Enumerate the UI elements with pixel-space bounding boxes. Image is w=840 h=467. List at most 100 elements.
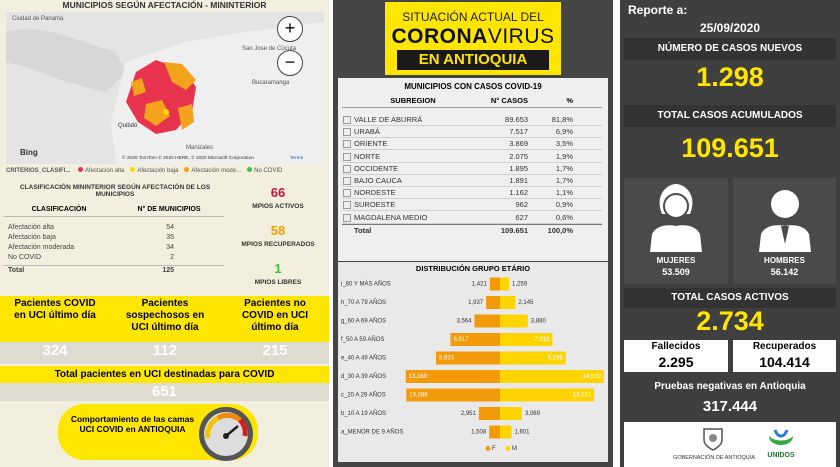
value-label: 3,880 bbox=[531, 319, 547, 325]
banner-line2: CORONAVIRUS bbox=[385, 25, 561, 49]
gauge-arc bbox=[216, 412, 242, 423]
expand-toggle[interactable] bbox=[343, 201, 351, 210]
subregion-title: MUNICIPIOS CON CASOS COVID-19 bbox=[404, 82, 542, 91]
map-legend: CRITERIOS_CLASIFI... Afectación alta Afec… bbox=[6, 167, 326, 177]
legend-title: CRITERIOS_CLASIFI... bbox=[6, 168, 71, 174]
y-tick-label: e_40 A 49 AÑOS bbox=[341, 355, 386, 362]
banner-line1: SITUACIÓN ACTUAL DEL bbox=[402, 10, 544, 24]
value-label: 1,508 bbox=[471, 430, 487, 436]
row-rule bbox=[342, 198, 602, 200]
uci-label: Pacientes no COVID en UCI último día bbox=[241, 298, 309, 333]
row-rule bbox=[342, 210, 602, 212]
recovered-card bbox=[733, 340, 836, 372]
legend-text: No COVID bbox=[254, 168, 283, 174]
bar bbox=[500, 407, 522, 420]
shield-emblem bbox=[709, 434, 717, 442]
legend-item[interactable]: Afectación alta bbox=[78, 167, 125, 174]
subregion-pct: 6,9% bbox=[555, 127, 573, 137]
uci-label: Pacientes sospechosos en UCI último día bbox=[125, 298, 205, 333]
legend-text: Afectación alta bbox=[85, 168, 125, 174]
zoom-in[interactable]: + bbox=[277, 16, 303, 42]
footer-logos bbox=[624, 422, 836, 467]
bar bbox=[436, 351, 500, 365]
subregion-name: BAJO CAUCA bbox=[354, 176, 402, 185]
value-label: 6,917 bbox=[453, 337, 469, 343]
legend-item[interactable]: No COVID bbox=[247, 167, 283, 174]
unidos-logo bbox=[769, 429, 793, 445]
class-name: No COVID bbox=[8, 254, 42, 261]
gov-shield bbox=[703, 428, 723, 451]
gauge-arc bbox=[238, 418, 248, 437]
row-rule bbox=[342, 125, 602, 126]
recovered-label: Recuperados bbox=[752, 341, 817, 352]
subregion-name: OCCIDENTE bbox=[354, 163, 399, 173]
total-rule bbox=[4, 265, 224, 266]
subregion-cases: 627 bbox=[515, 212, 528, 222]
negative-label: Pruebas negativas en Antioquia bbox=[654, 381, 806, 392]
column-header: SUBREGION bbox=[390, 96, 436, 105]
row-rule bbox=[342, 186, 602, 187]
y-tick-label: f_50 A 59 AÑOS bbox=[341, 336, 384, 343]
legend-dot bbox=[247, 167, 253, 172]
legend-text: Afectación baja bbox=[137, 168, 179, 174]
men-value: 56.142 bbox=[770, 267, 799, 277]
class-name: Afectación moderada bbox=[8, 244, 75, 251]
men-label: HOMBRES bbox=[764, 256, 805, 265]
expand-toggle[interactable] bbox=[343, 128, 351, 137]
expand-toggle[interactable] bbox=[343, 177, 351, 185]
legend-item[interactable]: Afectación baja bbox=[130, 167, 179, 174]
expand-toggle[interactable] bbox=[343, 213, 351, 222]
map-place: Quibdó bbox=[118, 123, 138, 129]
column-header: % bbox=[566, 96, 573, 105]
value-label: 2,951 bbox=[461, 411, 477, 417]
uci-value: 112 bbox=[152, 342, 178, 359]
uci-label: Pacientes COVID en UCI último día bbox=[14, 298, 96, 321]
expand-toggle[interactable] bbox=[343, 152, 351, 161]
deaths-card bbox=[624, 340, 728, 372]
map-brand: Bing bbox=[20, 148, 38, 157]
uci-header bbox=[0, 296, 329, 342]
legend-text: Afectación mode... bbox=[191, 168, 242, 174]
map-terms[interactable]: Terms bbox=[290, 155, 304, 161]
header-strip bbox=[624, 38, 836, 60]
y-tick-label: g_60 A 69 AÑOS bbox=[341, 318, 386, 325]
banner-strong: CORONA bbox=[391, 25, 488, 48]
expand-toggle[interactable] bbox=[343, 189, 351, 198]
bar bbox=[489, 277, 500, 291]
subregion-cases: 2.075 bbox=[509, 151, 528, 161]
municipal-kpis: 66 MPIOS ACTIVOS 58 MPIOS RECUPERADOS 1 MPIOS… bbox=[230, 185, 326, 295]
unidos-text: UNIDOS bbox=[767, 452, 795, 459]
active-label: TOTAL CASOS ACTIVOS bbox=[671, 292, 789, 303]
value-label: 1,601 bbox=[514, 430, 530, 436]
subregion-pct: 81,8% bbox=[551, 115, 573, 124]
head bbox=[663, 193, 689, 219]
class-name: Total bbox=[8, 267, 25, 274]
subregion-pct: 0,6% bbox=[555, 212, 573, 222]
legend-label: M bbox=[512, 446, 517, 452]
uci-value: 215 bbox=[262, 342, 288, 359]
kpi-label: MPIOS LIBRES bbox=[254, 279, 302, 286]
gauge-arc bbox=[205, 415, 220, 439]
uci-total-label: Total pacientes en UCI destinadas para C… bbox=[0, 366, 329, 383]
expand-toggle[interactable] bbox=[343, 164, 351, 173]
legend-item[interactable]: Afectación mode... bbox=[184, 167, 242, 174]
expand-toggle[interactable] bbox=[343, 140, 351, 149]
map-attribution: © 2020 TomTom © 2020 HERE, © 2020 Micros… bbox=[122, 154, 254, 161]
class-count: 34 bbox=[166, 244, 174, 251]
tie bbox=[781, 226, 789, 244]
region-moderate bbox=[131, 62, 196, 130]
age-chart: DISTRIBUCIÓN GRUPO ETÁRIO i_80 Y MÁS AÑO… bbox=[341, 264, 604, 452]
kpi-value: 66 bbox=[270, 185, 286, 200]
kpi-label: MPIOS ACTIVOS bbox=[252, 203, 304, 210]
expand-toggle[interactable] bbox=[343, 116, 351, 124]
legend-swatch bbox=[505, 446, 511, 451]
header-strip bbox=[624, 105, 836, 127]
bar bbox=[500, 296, 516, 309]
header-strip bbox=[624, 288, 836, 308]
zoom-out[interactable]: − bbox=[277, 50, 303, 76]
class-name: Afectación alta bbox=[8, 224, 54, 231]
value-label: 3,069 bbox=[525, 411, 541, 417]
women-icon bbox=[650, 184, 702, 252]
